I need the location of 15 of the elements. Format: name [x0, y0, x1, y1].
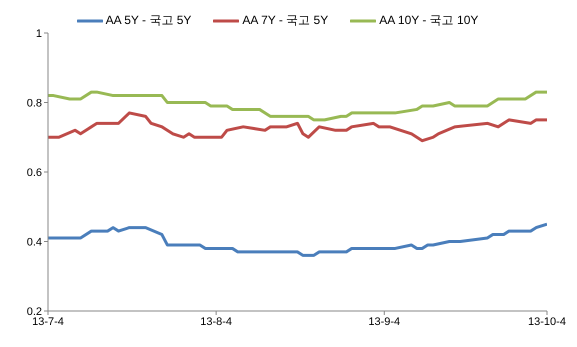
x-tick-label: 13-9-4 — [368, 316, 400, 328]
line-series — [48, 111, 547, 142]
legend-label: AA 10Y - 국고 10Y — [379, 12, 478, 29]
line-series — [48, 222, 547, 257]
y-tick-label: 0.2 — [26, 306, 42, 318]
x-tick-label: 13-10-4 — [528, 316, 566, 328]
x-tick-label: 13-8-4 — [200, 316, 232, 328]
y-tick-label: 0.6 — [26, 166, 42, 179]
y-tick-label: 1 — [36, 28, 42, 40]
legend-label: AA 5Y - 국고 5Y — [106, 12, 192, 29]
legend-label: AA 7Y - 국고 5Y — [242, 12, 328, 29]
x-tick-label: 13-7-4 — [32, 316, 64, 328]
y-tick-label: 0.4 — [26, 236, 42, 248]
y-tick-label: 0.8 — [26, 97, 42, 110]
line-series — [48, 90, 547, 122]
